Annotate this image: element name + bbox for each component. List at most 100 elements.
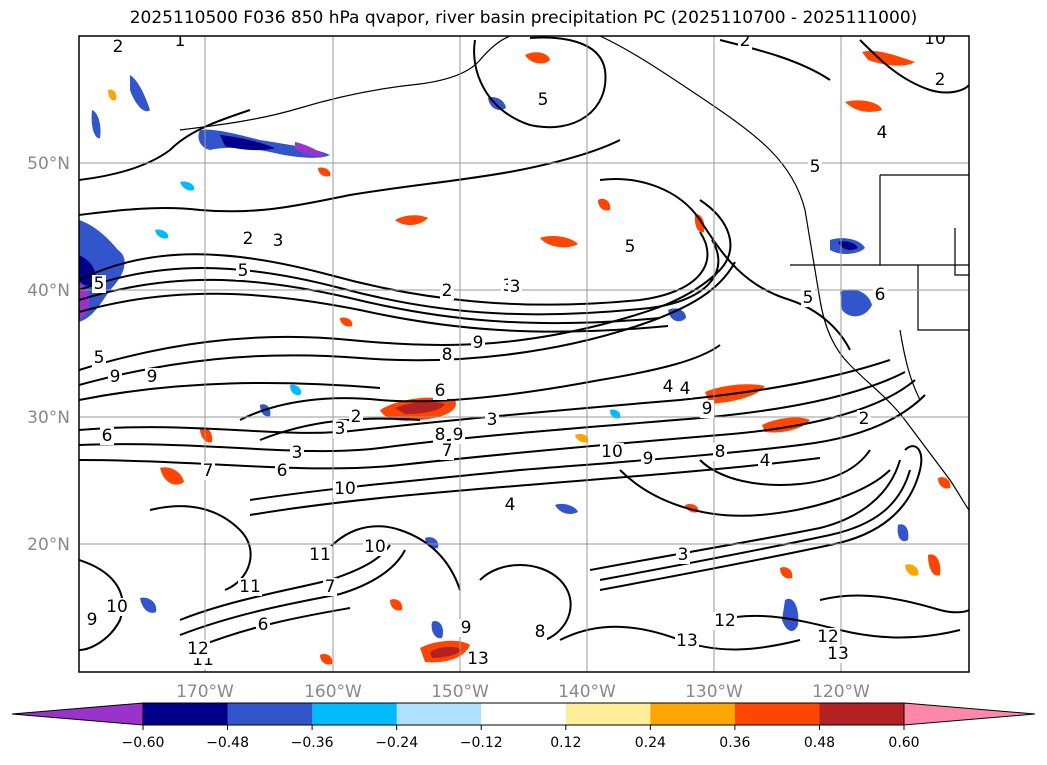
colorbar-bin xyxy=(734,703,820,725)
contour-line xyxy=(79,109,251,181)
contour-label: 4 xyxy=(877,123,888,143)
field-patch xyxy=(155,229,169,239)
map-frame xyxy=(78,35,970,673)
colorbar-arrow-left-icon xyxy=(11,702,144,726)
field-patch xyxy=(782,598,799,632)
contour-label: 12 xyxy=(714,611,736,631)
field-patch xyxy=(395,215,428,226)
colorbar-tick-label: −0.24 xyxy=(375,735,418,751)
contour-label: 7 xyxy=(442,441,453,461)
contour-label: 3 xyxy=(510,277,521,297)
lat-label-50n: 50°N xyxy=(27,154,70,174)
lon-label-160w: 160°W xyxy=(304,682,362,702)
contour-label-bg xyxy=(503,496,517,514)
contour-label-bg xyxy=(440,442,454,460)
contour-label: 5 xyxy=(538,90,549,110)
contour-label: 9 xyxy=(702,399,713,419)
contour-line xyxy=(79,239,720,316)
contour-label-bg xyxy=(323,578,337,596)
contour-label-bg xyxy=(533,623,547,641)
contour-label-bg xyxy=(433,426,447,444)
contour-line xyxy=(719,39,831,81)
contour-line xyxy=(179,544,391,621)
contour-label-bg xyxy=(451,426,465,444)
contour-label-bg xyxy=(459,619,473,637)
contour-label: 8 xyxy=(715,442,726,462)
contour-line xyxy=(479,564,572,641)
contour-label: 4 xyxy=(680,379,691,399)
contour-line xyxy=(79,292,669,333)
lon-label-170w: 170°W xyxy=(176,682,234,702)
contour-line xyxy=(599,469,911,581)
contour-label: 13 xyxy=(827,644,849,664)
contour-label-bg xyxy=(485,411,499,429)
contour-label: 5 xyxy=(238,261,249,281)
colorbar-tick-label: −0.60 xyxy=(122,735,165,751)
contour-label: 10 xyxy=(924,29,946,49)
contour-label: 9 xyxy=(453,425,464,445)
contour-label: 13 xyxy=(676,631,698,651)
contour-label: 9 xyxy=(461,618,472,638)
lat-label-20n: 20°N xyxy=(27,535,70,555)
contour-line xyxy=(149,505,252,591)
contour-label-bg xyxy=(238,578,262,596)
contour-label: 2 xyxy=(859,409,870,429)
contour-label: 3 xyxy=(487,410,498,430)
contour-label-bg xyxy=(600,443,624,461)
contour-label: 4 xyxy=(760,451,771,471)
contour-label-bg xyxy=(100,427,114,445)
coastline-west-coast xyxy=(599,36,969,511)
contour-label-bg xyxy=(111,38,125,56)
contour-line xyxy=(79,261,736,386)
contour-label: 10 xyxy=(364,537,386,557)
contour-label-bg xyxy=(801,289,815,307)
contour-label-bg xyxy=(105,598,129,616)
lat-label-40n: 40°N xyxy=(27,281,70,301)
contour-label: 8 xyxy=(435,425,446,445)
contour-label-bg xyxy=(173,36,187,50)
contour-line xyxy=(319,525,461,591)
field-patch xyxy=(108,89,117,101)
map-title: 2025110500 F036 850 hPa qvapor, river ba… xyxy=(129,8,918,28)
colorbar-bin xyxy=(819,703,905,725)
contour-label: 5 xyxy=(94,274,105,294)
contour-label-bg xyxy=(256,616,270,634)
contour-line xyxy=(79,278,661,325)
contour-line xyxy=(79,231,709,306)
colorbar-bin xyxy=(650,703,736,725)
contour-label: 6 xyxy=(435,381,446,401)
colorbar-tick-label: −0.36 xyxy=(291,735,334,751)
contour-label: 2 xyxy=(113,37,124,57)
contour-label-bg xyxy=(363,538,387,556)
field-patch xyxy=(395,401,445,414)
field-patch xyxy=(200,427,213,443)
contour-label: 8 xyxy=(535,622,546,642)
field-patch xyxy=(290,384,302,396)
contour-label-bg xyxy=(92,275,106,293)
field-patch xyxy=(430,646,462,658)
contour-label-bg xyxy=(623,238,637,256)
contour-label-bg xyxy=(873,286,887,304)
contour-label-bg xyxy=(85,611,99,629)
contour-label-bg xyxy=(808,158,822,176)
contour-label-bg xyxy=(333,420,347,438)
contour-label-bg xyxy=(201,462,215,480)
field-patch xyxy=(130,75,150,112)
field-patch xyxy=(295,142,325,157)
contour-label-bg xyxy=(678,380,692,398)
field-patch xyxy=(431,620,444,639)
contour-label: 2 xyxy=(243,229,254,249)
field-patch xyxy=(180,181,195,191)
contour-label: 3 xyxy=(335,419,346,439)
contour-label-bg xyxy=(275,462,289,480)
contour-line xyxy=(79,199,732,371)
field-patch xyxy=(555,503,578,514)
contour-line xyxy=(819,594,969,614)
contour-label-bg xyxy=(923,36,947,48)
contour-label: 9 xyxy=(110,367,121,387)
contour-label: 10 xyxy=(334,479,356,499)
contour-label-bg xyxy=(186,640,210,658)
contour-label: 9 xyxy=(643,449,654,469)
colorbar-bin xyxy=(143,703,229,725)
